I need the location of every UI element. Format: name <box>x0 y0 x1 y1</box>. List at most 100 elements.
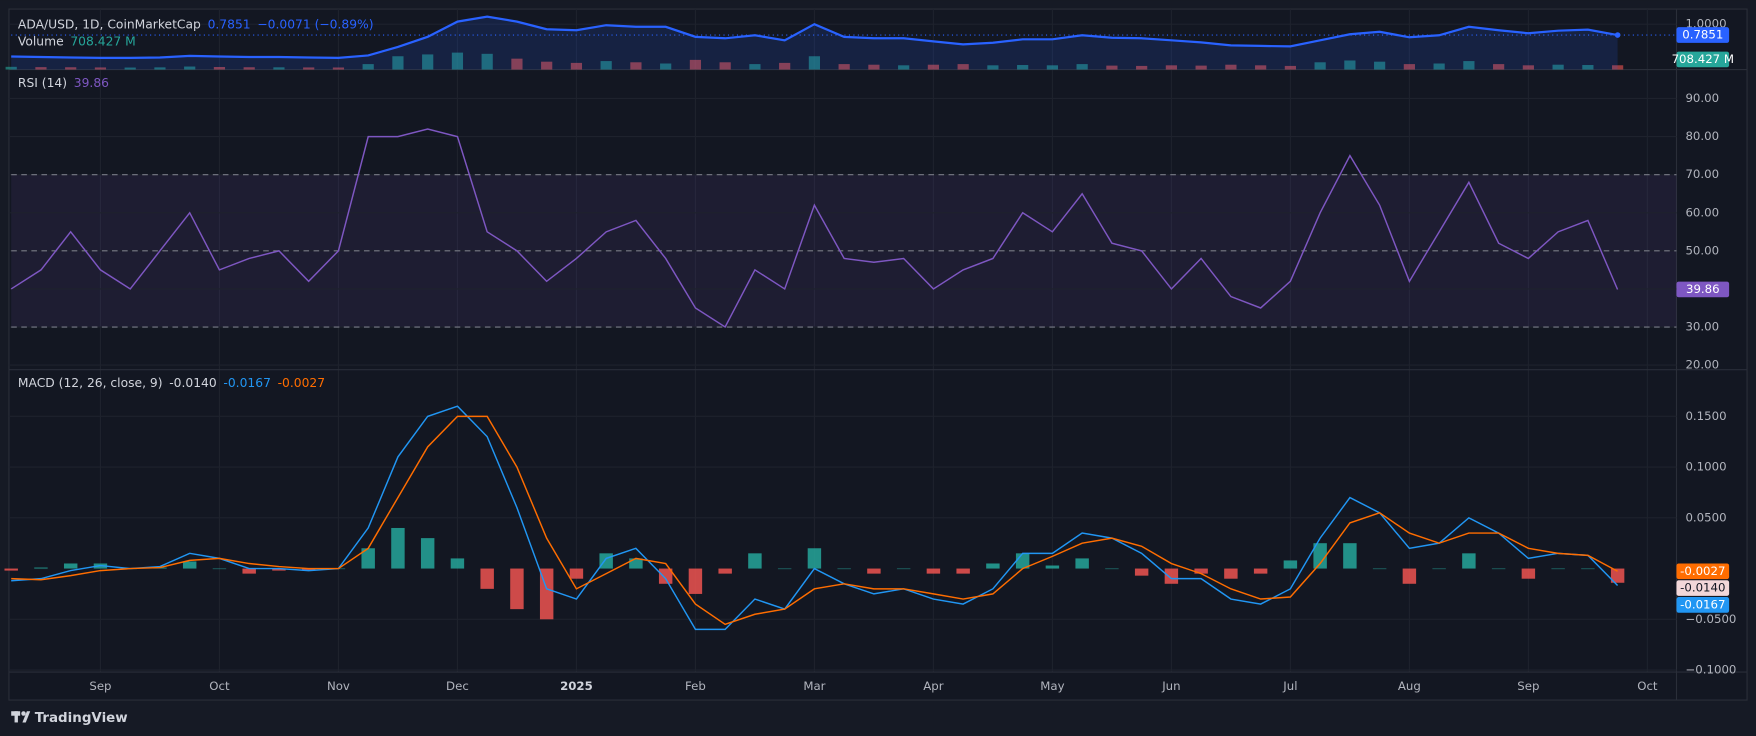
histogram-bar <box>361 548 375 569</box>
histogram-bar <box>1462 553 1476 569</box>
volume-bar <box>1225 64 1237 70</box>
histogram-bar <box>212 568 227 570</box>
volume-bar <box>422 54 434 70</box>
legend-title: Volume <box>18 34 64 48</box>
y-tick-label: 0.0500 <box>1685 510 1726 524</box>
legend-value: -0.0167 <box>223 376 270 390</box>
x-tick-label: Feb <box>685 679 706 693</box>
legend: ADA/USD, 1D, CoinMarketCap 0.7851 −0.0071 … <box>18 17 374 31</box>
histogram-bar <box>1045 565 1060 569</box>
volume-bar <box>1433 63 1445 70</box>
volume-bar <box>451 52 464 70</box>
volume-bar <box>1076 64 1088 70</box>
chart-frame <box>8 8 1748 701</box>
logo <box>11 711 31 723</box>
volume-bar <box>868 64 880 70</box>
histogram-bar <box>480 568 494 589</box>
histogram-bar <box>242 568 256 574</box>
x-tick-label: Dec <box>446 679 469 693</box>
y-tick-label: 0.1000 <box>1685 460 1726 474</box>
volume-bar <box>1463 61 1475 70</box>
legend-value: 0.7851 <box>208 17 251 31</box>
histogram-bar <box>1224 568 1238 579</box>
volume-bar <box>1195 65 1207 70</box>
volume-bar <box>1106 65 1118 70</box>
volume-bar <box>1165 65 1177 70</box>
histogram-bar <box>272 568 286 571</box>
histogram-bar <box>420 538 435 569</box>
value-box <box>1676 281 1730 298</box>
histogram-bar <box>450 558 465 569</box>
value-box-label: 708.427 M <box>1672 52 1734 66</box>
histogram-bar <box>301 568 316 571</box>
value-box-label: 0.7851 <box>1682 28 1723 42</box>
histogram-bar <box>1343 543 1357 569</box>
y-tick-label: 90.00 <box>1685 91 1719 105</box>
y-tick-label: 0.1500 <box>1685 409 1726 423</box>
volume-bar <box>1374 61 1386 70</box>
volume-bar <box>808 56 821 70</box>
y-tick-label: 50.00 <box>1685 243 1719 257</box>
x-tick-label: May <box>1040 679 1064 693</box>
histogram-bar <box>629 558 643 569</box>
histogram-bar <box>1134 568 1149 576</box>
value-box-label: 39.86 <box>1686 282 1720 296</box>
histogram-bar <box>718 568 732 574</box>
legend-value: -0.0027 <box>278 376 325 390</box>
histogram-bar <box>1194 568 1208 574</box>
x-tick-label: Mar <box>803 679 825 693</box>
volume-bar <box>600 61 612 70</box>
x-tick-label: Aug <box>1398 679 1421 693</box>
histogram-bar <box>1402 568 1417 584</box>
histogram-bar <box>1581 568 1595 570</box>
histogram-bar <box>926 568 941 574</box>
legend-title: RSI (14) <box>18 75 67 89</box>
x-tick-label: Jul <box>1282 679 1297 693</box>
volume-bar <box>1284 65 1296 70</box>
volume-bar <box>957 64 969 70</box>
volume-bar <box>392 56 404 70</box>
volume-bar <box>749 64 761 70</box>
y-tick-label: 60.00 <box>1685 205 1719 219</box>
volume-bar <box>184 66 196 70</box>
volume-bar <box>719 62 731 70</box>
histogram-bar <box>1253 568 1268 574</box>
histogram-bar <box>34 567 48 569</box>
y-tick-label: −0.0500 <box>1685 612 1736 626</box>
y-tick-label: 80.00 <box>1685 129 1719 143</box>
histogram-bar <box>807 548 822 569</box>
legend: RSI (14) 39.86 <box>18 75 109 89</box>
histogram-bar <box>1521 568 1536 579</box>
histogram-bar <box>1075 558 1089 569</box>
volume-bar <box>898 65 910 70</box>
volume-bar <box>303 67 315 70</box>
volume-bar <box>273 67 285 70</box>
histogram-bar <box>63 563 78 569</box>
histogram-bar <box>569 568 584 579</box>
value-box <box>1676 597 1730 613</box>
y-tick-label: −0.1000 <box>1685 663 1736 677</box>
volume-bar <box>660 63 672 70</box>
series-line <box>11 405 1619 631</box>
histogram-bar <box>986 563 1000 569</box>
volume-bar <box>927 64 940 70</box>
value-box <box>1676 580 1730 596</box>
legend: MACD (12, 26, close, 9) -0.0140 -0.0167 -0.… <box>18 376 325 390</box>
volume-bar <box>570 62 583 70</box>
histogram-bar <box>1551 568 1565 570</box>
brand: TradingView <box>35 711 128 726</box>
y-tick-label: 30.00 <box>1685 320 1719 334</box>
volume-bar <box>1493 64 1505 70</box>
volume-bar <box>1046 65 1058 70</box>
histogram-bar <box>658 568 673 584</box>
histogram-bar <box>867 568 881 574</box>
volume-bar <box>243 67 255 70</box>
volume-bar <box>987 65 999 70</box>
series-line <box>10 128 1619 329</box>
legend-title: MACD (12, 26, close, 9) <box>18 376 163 390</box>
volume-bar <box>332 67 345 70</box>
histogram-bar <box>4 568 18 571</box>
volume-bar <box>1582 65 1594 70</box>
